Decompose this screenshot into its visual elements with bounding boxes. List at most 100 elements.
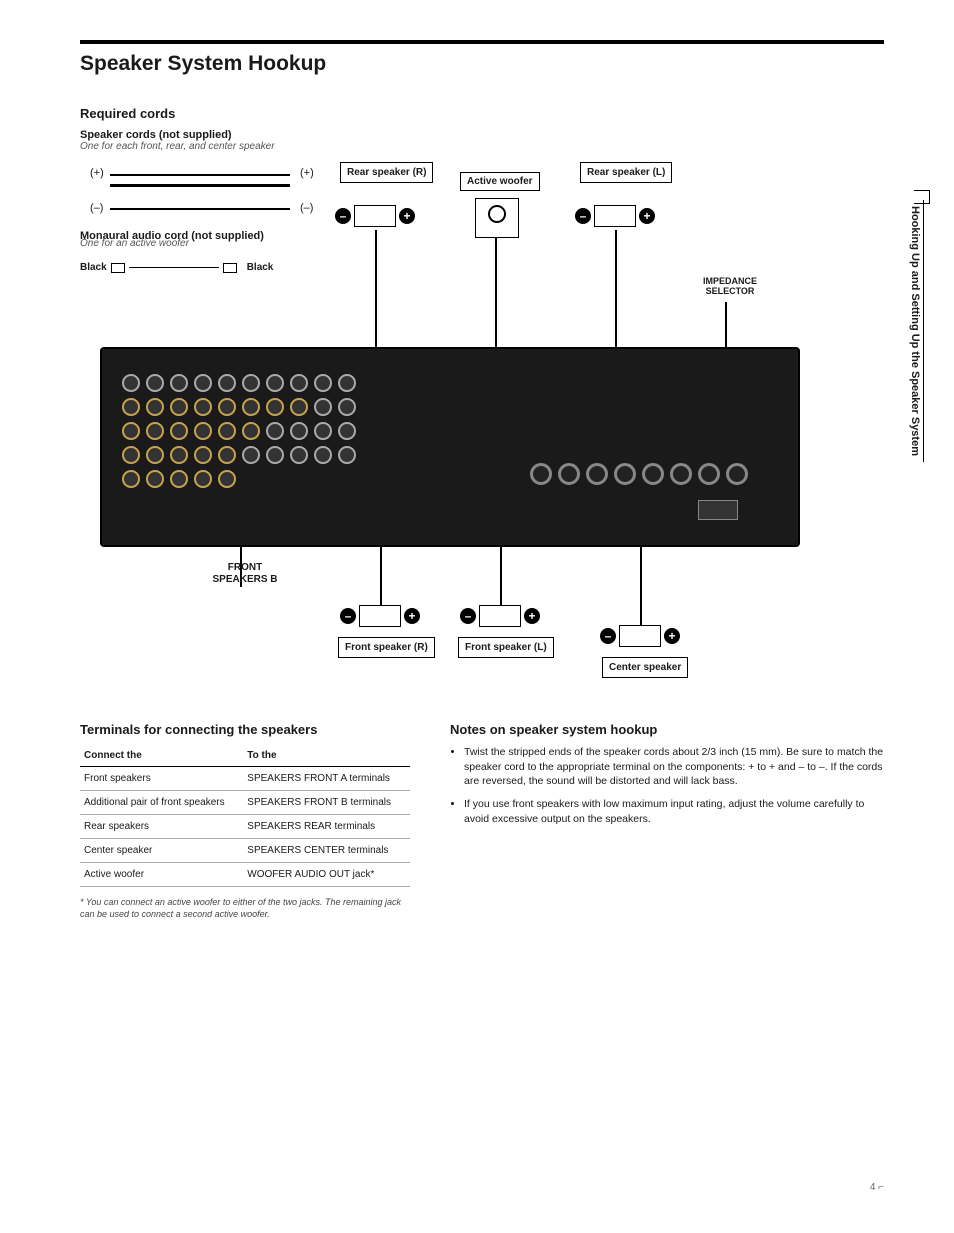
- speaker-terminal-icon: [558, 463, 580, 485]
- terminal-pos-icon: +: [664, 628, 680, 644]
- receiver-rear-panel: [100, 347, 800, 547]
- cell: Center speaker: [80, 839, 243, 863]
- page-title: Speaker System Hookup: [80, 52, 884, 76]
- speaker-cords-label: Speaker cords (not supplied): [80, 129, 884, 141]
- speaker-terminal-icon: [670, 463, 692, 485]
- cell: SPEAKERS CENTER terminals: [243, 839, 410, 863]
- rear-l-label: Rear speaker (L): [587, 167, 665, 178]
- terminal-pos-icon: +: [639, 208, 655, 224]
- speaker-terminal-icon: [698, 463, 720, 485]
- cord-plus-line: [110, 174, 290, 176]
- rear-r-label: Rear speaker (R): [347, 167, 426, 178]
- required-cords-section: Required cords Speaker cords (not suppli…: [80, 106, 884, 152]
- table-row: Front speakersSPEAKERS FRONT A terminals: [80, 767, 410, 791]
- rear-l-terminals: – +: [575, 202, 655, 230]
- table-row: Rear speakersSPEAKERS REAR terminals: [80, 815, 410, 839]
- front-l-terminals: – +: [460, 602, 540, 630]
- cell: SPEAKERS REAR terminals: [243, 815, 410, 839]
- terminal-neg-icon: –: [340, 608, 356, 624]
- center-label: Center speaker: [609, 662, 681, 673]
- terminal-body-icon: [359, 605, 401, 627]
- minus-label-r: (–): [300, 202, 313, 214]
- impedance-text: IMPEDANCE SELECTOR: [703, 276, 757, 296]
- woofer-jack-icon: [488, 205, 506, 223]
- speaker-terminal-icon: [586, 463, 608, 485]
- table-row: Center speakerSPEAKERS CENTER terminals: [80, 839, 410, 863]
- cell: Additional pair of front speakers: [80, 791, 243, 815]
- center-speaker-box: Center speaker: [602, 657, 688, 678]
- cell: Rear speakers: [80, 815, 243, 839]
- front-b-text: FRONT SPEAKERS B: [212, 562, 277, 585]
- plug-icon: [223, 263, 237, 273]
- notes-column: Notes on speaker system hookup Twist the…: [450, 722, 884, 920]
- front-r-label: Front speaker (R): [345, 642, 428, 653]
- wire: [495, 238, 497, 350]
- rear-speaker-r-box: Rear speaker (R): [340, 162, 433, 183]
- table-row: Additional pair of front speakersSPEAKER…: [80, 791, 410, 815]
- active-woofer-text: Active woofer: [467, 176, 533, 187]
- cell: Active woofer: [80, 863, 243, 887]
- cord-wire: [129, 267, 219, 268]
- cell: WOOFER AUDIO OUT jack*: [243, 863, 410, 887]
- page-number: 4 ⌐: [870, 1182, 884, 1193]
- terminals-table: Connect the To the Front speakersSPEAKER…: [80, 745, 410, 887]
- input-jack-grid: [122, 374, 358, 490]
- speaker-cords-note: One for each front, rear, and center spe…: [80, 141, 884, 152]
- front-speaker-l-box: Front speaker (L): [458, 637, 554, 658]
- list-item: Twist the stripped ends of the speaker c…: [464, 745, 884, 789]
- terminal-body-icon: [354, 205, 396, 227]
- plus-label-l: (+): [90, 167, 104, 179]
- terminal-pos-icon: +: [524, 608, 540, 624]
- table-row: Active wooferWOOFER AUDIO OUT jack*: [80, 863, 410, 887]
- black-right: Black: [247, 262, 274, 273]
- terminal-pos-icon: +: [404, 608, 420, 624]
- notes-heading: Notes on speaker system hookup: [450, 722, 884, 737]
- speaker-terminal-icon: [614, 463, 636, 485]
- top-rule: [80, 40, 884, 44]
- terminal-neg-icon: –: [575, 208, 591, 224]
- plug-icon: [111, 263, 125, 273]
- speaker-terminal-icon: [530, 463, 552, 485]
- impedance-selector-label: IMPEDANCE SELECTOR: [690, 277, 770, 297]
- minus-label-l: (–): [90, 202, 103, 214]
- hookup-diagram: (+) (–) (+) (–) Monaural audio cord (not…: [80, 162, 884, 702]
- speaker-terminal-icon: [642, 463, 664, 485]
- plus-label-r: (+): [300, 167, 314, 179]
- terminal-body-icon: [594, 205, 636, 227]
- cord-plus-line2: [110, 184, 290, 187]
- front-r-terminals: – +: [340, 602, 420, 630]
- front-speakers-b-label: FRONT SPEAKERS B: [210, 562, 280, 586]
- front-l-label: Front speaker (L): [465, 642, 547, 653]
- section-side-tab: Hooking Up and Setting Up the Speaker Sy…: [907, 200, 924, 462]
- table-header-connect: Connect the: [80, 745, 243, 767]
- cord-minus-line: [110, 208, 290, 210]
- terminal-neg-icon: –: [600, 628, 616, 644]
- list-item: If you use front speakers with low maxim…: [464, 797, 884, 826]
- terminals-heading: Terminals for connecting the speakers: [80, 722, 410, 737]
- wire: [375, 230, 377, 350]
- lower-columns: Terminals for connecting the speakers Co…: [80, 722, 884, 920]
- terminal-body-icon: [479, 605, 521, 627]
- black-left: Black: [80, 262, 107, 273]
- terminal-neg-icon: –: [460, 608, 476, 624]
- impedance-switch-icon: [698, 500, 738, 520]
- front-speaker-r-box: Front speaker (R): [338, 637, 435, 658]
- wire: [615, 230, 617, 350]
- cell: Front speakers: [80, 767, 243, 791]
- rear-r-terminals: – +: [335, 202, 415, 230]
- notes-list: Twist the stripped ends of the speaker c…: [450, 745, 884, 826]
- active-woofer-body: [475, 198, 519, 238]
- monaural-cord-row: Black Black: [80, 262, 273, 273]
- terminals-column: Terminals for connecting the speakers Co…: [80, 722, 410, 920]
- rear-speaker-l-box: Rear speaker (L): [580, 162, 672, 183]
- terminal-neg-icon: –: [335, 208, 351, 224]
- cell: SPEAKERS FRONT A terminals: [243, 767, 410, 791]
- center-terminals: – +: [600, 622, 680, 650]
- terminals-footnote: * You can connect an active woofer to ei…: [80, 897, 410, 920]
- terminal-body-icon: [619, 625, 661, 647]
- terminal-pos-icon: +: [399, 208, 415, 224]
- table-header-to: To the: [243, 745, 410, 767]
- speaker-terminals-row: [530, 463, 748, 485]
- active-woofer-label: Active woofer: [460, 172, 540, 191]
- speaker-terminal-icon: [726, 463, 748, 485]
